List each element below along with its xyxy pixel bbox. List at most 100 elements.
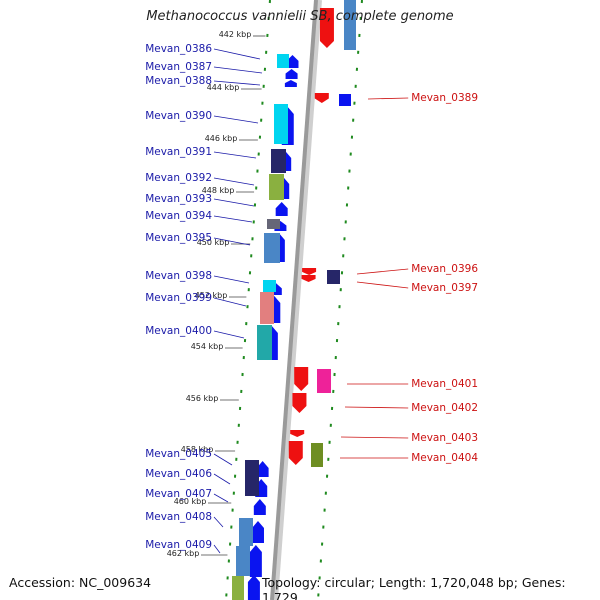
cog-category-box <box>339 94 351 106</box>
forward-gene-leader <box>213 544 221 554</box>
forward-gene-arrow <box>284 80 297 87</box>
reverse-gene-arrow <box>292 393 307 413</box>
forward-gene-label[interactable]: Mevan_0393 <box>145 193 212 205</box>
reverse-gene-label[interactable]: Mevan_0401 <box>411 378 478 390</box>
reverse-gene-label[interactable]: Mevan_0396 <box>411 263 478 275</box>
reverse-gene-label[interactable]: Mevan_0403 <box>411 432 478 444</box>
cog-category-box <box>274 104 288 144</box>
kbp-tick-label: 444 kbp <box>207 83 240 92</box>
forward-gene-label[interactable]: Mevan_0387 <box>145 61 212 73</box>
cog-category-box <box>267 219 280 229</box>
forward-gene-leader <box>213 151 257 159</box>
forward-gene-label[interactable]: Mevan_0405 <box>145 448 212 460</box>
forward-gene-arrow <box>249 545 262 577</box>
forward-gene-leader <box>213 516 224 528</box>
backbone-shadow <box>272 0 322 600</box>
forward-gene-label[interactable]: Mevan_0409 <box>145 539 212 551</box>
forward-gene-arrow <box>256 461 269 477</box>
reverse-gene-label[interactable]: Mevan_0402 <box>411 402 478 414</box>
accession-text: Accession: NC_009634 <box>9 575 152 590</box>
kbp-tick-label: 462 kbp <box>167 549 200 558</box>
gene-label-layer: Mevan_0386 Mevan_0387 Mevan_0388 Mevan_0390… <box>145 43 478 554</box>
cog-category-box <box>271 149 286 173</box>
forward-gene-leader <box>213 215 253 223</box>
cog-category-box <box>277 54 289 68</box>
cog-category-box <box>239 518 253 546</box>
kbp-tick-label: 456 kbp <box>186 394 219 403</box>
forward-gene-label[interactable]: Mevan_0398 <box>145 270 212 282</box>
cog-category-box <box>245 460 259 496</box>
forward-gene-leader <box>213 330 245 339</box>
kbp-tick-label: 458 kbp <box>181 445 214 454</box>
forward-gene-label[interactable]: Mevan_0400 <box>145 325 212 337</box>
forward-gene-leader <box>213 177 255 186</box>
reverse-gene-label[interactable]: Mevan_0404 <box>411 452 478 464</box>
kbp-tick-label: 446 kbp <box>205 134 238 143</box>
reverse-gene-arrow <box>302 268 317 275</box>
genome-backbone <box>270 0 318 600</box>
kbp-tick-label: 460 kbp <box>174 497 207 506</box>
forward-gene-label[interactable]: Mevan_0386 <box>145 43 212 55</box>
forward-gene-arrow <box>285 69 298 79</box>
forward-gene-leader <box>213 237 251 246</box>
forward-gene-label[interactable]: Mevan_0392 <box>145 172 212 184</box>
forward-gene-label[interactable]: Mevan_0399 <box>145 292 212 304</box>
forward-gene-arrow <box>247 575 260 600</box>
cog-category-box <box>264 233 280 263</box>
kbp-tick-layer: 442 kbp 444 kbp 446 kbp 448 kbp 450 kbp 452 k… <box>167 30 266 558</box>
forward-gene-label[interactable]: Mevan_0390 <box>145 110 212 122</box>
reverse-gene-arrow <box>301 275 316 282</box>
cog-category-box <box>257 325 272 360</box>
forward-gene-label[interactable]: Mevan_0408 <box>145 511 212 523</box>
cog-category-box <box>317 369 331 393</box>
forward-gene-leader <box>213 115 259 124</box>
forward-gene-leader <box>213 48 261 60</box>
reverse-gene-label[interactable]: Mevan_0397 <box>411 282 478 294</box>
forward-gene-label[interactable]: Mevan_0406 <box>145 468 212 480</box>
cog-category-box <box>269 174 284 200</box>
forward-gene-leader <box>213 493 229 503</box>
forward-gene-arrow <box>286 55 299 68</box>
kbp-tick-label: 442 kbp <box>219 30 252 39</box>
reverse-gene-label[interactable]: Mevan_0389 <box>411 92 478 104</box>
reverse-strand-track <box>317 0 363 600</box>
cog-category-box <box>311 443 323 467</box>
forward-gene-leader <box>213 275 250 284</box>
forward-gene-arrow <box>275 202 288 216</box>
cog-category-box <box>263 280 276 292</box>
gene-feature-layer <box>232 0 356 600</box>
forward-gene-label[interactable]: Mevan_0395 <box>145 232 212 244</box>
forward-gene-leader <box>213 473 231 485</box>
reverse-gene-arrow <box>290 430 305 437</box>
forward-gene-arrow <box>253 499 266 515</box>
reverse-gene-arrow <box>294 367 309 391</box>
forward-gene-label[interactable]: Mevan_0407 <box>145 488 212 500</box>
forward-gene-leader <box>213 297 247 307</box>
cog-category-box <box>260 292 274 324</box>
reverse-gene-leader <box>367 97 409 100</box>
kbp-tick-label: 448 kbp <box>202 186 235 195</box>
forward-gene-label[interactable]: Mevan_0388 <box>145 75 212 87</box>
kbp-tick-label: 452 kbp <box>195 291 228 300</box>
cog-category-box <box>344 0 356 50</box>
forward-gene-arrow <box>251 521 264 543</box>
kbp-tick-label: 454 kbp <box>191 342 224 351</box>
reverse-gene-leader <box>356 268 409 275</box>
forward-gene-leader <box>213 80 261 86</box>
forward-gene-leader <box>213 198 255 207</box>
reverse-gene-arrow <box>319 8 334 48</box>
cog-category-box <box>232 576 244 600</box>
reverse-gene-leader <box>344 406 409 409</box>
forward-gene-leader <box>213 66 263 74</box>
reverse-gene-arrow <box>288 441 303 465</box>
forward-gene-label[interactable]: Mevan_0394 <box>145 210 212 222</box>
map-title: Methanococcus vannielii SB, complete gen… <box>146 9 454 24</box>
forward-gene-label[interactable]: Mevan_0391 <box>145 146 212 158</box>
reverse-gene-leader <box>340 436 409 439</box>
cog-category-box <box>327 270 340 284</box>
reverse-gene-leader <box>356 281 409 289</box>
cog-category-box <box>236 546 250 576</box>
forward-gene-leader <box>213 453 233 466</box>
